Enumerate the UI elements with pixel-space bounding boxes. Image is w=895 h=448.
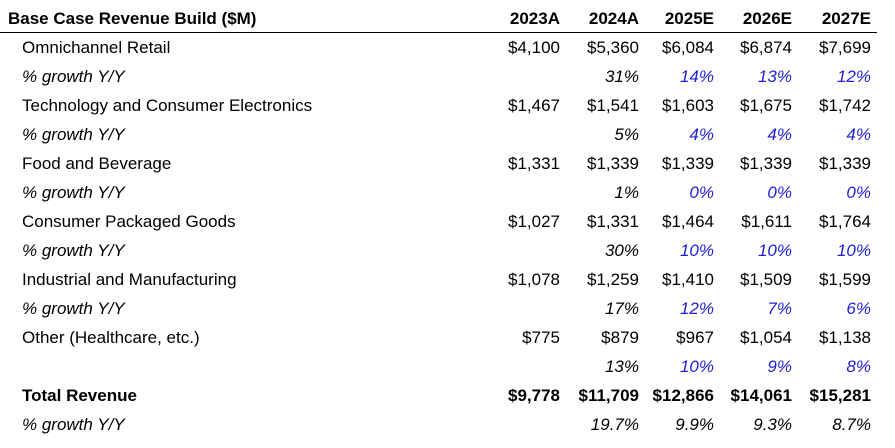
growth-row-industrial-manufacturing: % growth Y/Y 17% 12% 7% 6%	[0, 294, 880, 323]
value-cell: $1,603	[662, 96, 714, 115]
growth-input-cell: 10%	[679, 241, 714, 260]
value-cell: $5,360	[587, 38, 639, 57]
value-cell: $1,599	[819, 270, 871, 289]
value-cell: $1,138	[819, 328, 871, 347]
year-header: 2027E	[821, 9, 871, 28]
value-cell: $879	[601, 328, 639, 347]
total-cell: $11,709	[578, 386, 639, 405]
row-label: % growth Y/Y	[22, 183, 125, 202]
growth-row-consumer-packaged-goods: % growth Y/Y 30% 10% 10% 10%	[0, 236, 880, 265]
growth-cell: 9.9%	[675, 415, 714, 434]
row-label: % growth Y/Y	[22, 241, 125, 260]
value-cell: $1,054	[740, 328, 792, 347]
growth-input-cell: 10%	[836, 241, 871, 260]
segment-row-food-beverage: Food and Beverage $1,331 $1,339 $1,339 $…	[0, 149, 880, 178]
segment-row-consumer-packaged-goods: Consumer Packaged Goods $1,027 $1,331 $1…	[0, 207, 880, 236]
total-growth-row: % growth Y/Y 19.7% 9.9% 9.3% 8.7%	[0, 410, 880, 439]
growth-row-other: 13% 10% 9% 8%	[0, 352, 880, 381]
growth-input-cell: 14%	[679, 67, 714, 86]
growth-cell: 9.3%	[753, 415, 792, 434]
growth-input-cell: 4%	[767, 125, 792, 144]
value-cell: $1,027	[508, 212, 560, 231]
year-header: 2025E	[664, 9, 714, 28]
segment-row-omnichannel-retail: Omnichannel Retail $4,100 $5,360 $6,084 …	[0, 33, 880, 62]
growth-input-cell: 4%	[689, 125, 714, 144]
total-cell: $12,866	[652, 386, 714, 405]
growth-row-technology: % growth Y/Y 5% 4% 4% 4%	[0, 120, 880, 149]
row-label: Total Revenue	[22, 386, 137, 405]
value-cell: $1,339	[740, 154, 792, 173]
growth-input-cell: 13%	[757, 67, 792, 86]
value-cell: $1,675	[740, 96, 792, 115]
growth-input-cell: 10%	[757, 241, 792, 260]
growth-input-cell: 8%	[846, 357, 871, 376]
growth-cell: 17%	[604, 299, 639, 318]
total-cell: $14,061	[730, 386, 792, 405]
row-label: Consumer Packaged Goods	[22, 212, 236, 231]
year-header: 2023A	[509, 9, 560, 28]
growth-cell: 1%	[614, 183, 639, 202]
total-cell: $15,281	[809, 386, 871, 405]
value-cell: $775	[522, 328, 560, 347]
value-cell: $1,509	[740, 270, 792, 289]
row-label: Other (Healthcare, etc.)	[22, 328, 200, 347]
growth-input-cell: 0%	[846, 183, 871, 202]
value-cell: $1,467	[508, 96, 560, 115]
year-header: 2024A	[588, 9, 639, 28]
growth-input-cell: 9%	[767, 357, 792, 376]
value-cell: $1,464	[662, 212, 714, 231]
growth-input-cell: 6%	[846, 299, 871, 318]
table-title: Base Case Revenue Build ($M)	[8, 9, 257, 28]
growth-cell: 19.7%	[590, 415, 639, 434]
value-cell: $1,764	[819, 212, 871, 231]
value-cell: $1,331	[508, 154, 560, 173]
value-cell: $967	[676, 328, 714, 347]
row-label: Technology and Consumer Electronics	[22, 96, 313, 115]
value-cell: $1,339	[587, 154, 639, 173]
growth-cell: 5%	[614, 125, 639, 144]
row-label: % growth Y/Y	[22, 67, 125, 86]
row-label: Omnichannel Retail	[22, 38, 171, 57]
growth-cell: 13%	[604, 357, 639, 376]
growth-cell: 31%	[604, 67, 639, 86]
total-revenue-row: Total Revenue $9,778 $11,709 $12,866 $14…	[0, 381, 880, 410]
value-cell: $1,331	[587, 212, 639, 231]
growth-input-cell: 7%	[767, 299, 792, 318]
growth-row-omnichannel-retail: % growth Y/Y 31% 14% 13% 12%	[0, 62, 880, 91]
value-cell: $1,078	[508, 270, 560, 289]
segment-row-industrial-manufacturing: Industrial and Manufacturing $1,078 $1,2…	[0, 265, 880, 294]
row-label: % growth Y/Y	[22, 299, 125, 318]
growth-input-cell: 0%	[689, 183, 714, 202]
growth-cell: 30%	[604, 241, 639, 260]
value-cell: $7,699	[819, 38, 871, 57]
value-cell: $1,410	[662, 270, 714, 289]
value-cell: $6,084	[662, 38, 714, 57]
value-cell: $1,259	[587, 270, 639, 289]
value-cell: $1,611	[741, 212, 792, 231]
value-cell: $1,541	[587, 96, 639, 115]
growth-input-cell: 12%	[836, 67, 871, 86]
total-cell: $9,778	[508, 386, 560, 405]
growth-input-cell: 12%	[679, 299, 714, 318]
segment-row-technology: Technology and Consumer Electronics $1,4…	[0, 91, 880, 120]
value-cell: $1,742	[819, 96, 871, 115]
growth-input-cell: 0%	[767, 183, 792, 202]
row-label: Industrial and Manufacturing	[22, 270, 237, 289]
table-header-row: Base Case Revenue Build ($M) 2023A 2024A…	[0, 4, 880, 33]
growth-cell: 8.7%	[832, 415, 871, 434]
row-label: % growth Y/Y	[22, 415, 125, 434]
growth-input-cell: 4%	[846, 125, 871, 144]
value-cell: $6,874	[740, 38, 792, 57]
value-cell: $1,339	[662, 154, 714, 173]
year-header: 2026E	[742, 9, 792, 28]
header-divider	[0, 32, 877, 33]
row-label: Food and Beverage	[22, 154, 172, 173]
segment-row-other: Other (Healthcare, etc.) $775 $879 $967 …	[0, 323, 880, 352]
row-label: % growth Y/Y	[22, 125, 125, 144]
value-cell: $1,339	[819, 154, 871, 173]
growth-row-food-beverage: % growth Y/Y 1% 0% 0% 0%	[0, 178, 880, 207]
growth-input-cell: 10%	[679, 357, 714, 376]
value-cell: $4,100	[508, 38, 560, 57]
